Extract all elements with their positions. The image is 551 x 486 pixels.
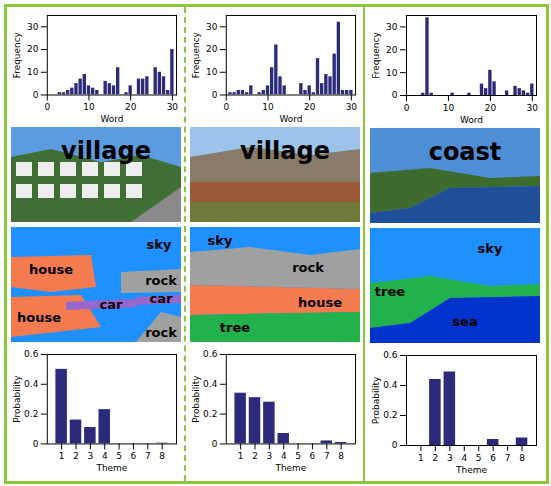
svg-text:0: 0 (212, 90, 218, 100)
svg-text:1: 1 (418, 453, 424, 463)
svg-text:Probability: Probability (12, 375, 22, 423)
svg-text:20: 20 (27, 44, 39, 54)
svg-text:10: 10 (442, 103, 454, 113)
svg-text:Theme: Theme (95, 463, 127, 473)
svg-text:Frequency: Frequency (12, 31, 22, 78)
svg-text:10: 10 (206, 67, 218, 77)
svg-text:8: 8 (338, 452, 344, 462)
svg-text:0: 0 (223, 102, 229, 112)
svg-text:0: 0 (33, 90, 39, 100)
svg-text:Word: Word (279, 114, 302, 124)
svg-text:0.2: 0.2 (203, 409, 217, 419)
svg-text:30: 30 (27, 22, 39, 32)
svg-text:0: 0 (44, 102, 50, 112)
svg-text:0: 0 (391, 90, 397, 100)
svg-text:0: 0 (391, 440, 397, 450)
svg-text:10: 10 (83, 102, 95, 112)
svg-text:Word: Word (459, 115, 482, 125)
svg-text:car: car (99, 297, 122, 312)
svg-text:house: house (17, 310, 61, 325)
svg-text:sky: sky (146, 237, 171, 252)
svg-text:tree: tree (374, 284, 404, 299)
svg-text:Theme: Theme (454, 465, 487, 475)
svg-text:6: 6 (490, 453, 496, 463)
svg-text:7: 7 (145, 452, 151, 462)
svg-text:5: 5 (295, 452, 301, 462)
svg-text:village: village (61, 137, 151, 165)
svg-text:3: 3 (446, 453, 452, 463)
svg-text:rock: rock (145, 325, 177, 340)
svg-text:30: 30 (386, 22, 398, 32)
svg-text:2: 2 (252, 452, 258, 462)
svg-text:7: 7 (324, 452, 330, 462)
svg-text:8: 8 (159, 452, 165, 462)
svg-text:4: 4 (281, 452, 287, 462)
svg-text:house: house (298, 295, 342, 310)
svg-text:Word: Word (100, 114, 123, 124)
svg-text:3: 3 (267, 452, 273, 462)
svg-text:0.4: 0.4 (203, 379, 218, 389)
svg-text:10: 10 (386, 68, 398, 78)
svg-text:5: 5 (475, 453, 481, 463)
svg-text:rock: rock (292, 260, 324, 275)
svg-text:0: 0 (403, 103, 409, 113)
svg-text:20: 20 (206, 44, 218, 54)
svg-text:Theme: Theme (274, 463, 306, 473)
svg-text:30: 30 (526, 103, 538, 113)
svg-text:0: 0 (212, 439, 218, 449)
svg-text:6: 6 (310, 452, 316, 462)
svg-text:2: 2 (73, 452, 79, 462)
svg-text:Frequency: Frequency (191, 31, 201, 78)
svg-text:7: 7 (504, 453, 510, 463)
svg-text:5: 5 (116, 452, 122, 462)
svg-text:Frequency: Frequency (370, 32, 380, 79)
svg-text:30: 30 (206, 22, 218, 32)
svg-text:4: 4 (102, 452, 108, 462)
svg-text:2: 2 (432, 453, 438, 463)
svg-text:car: car (149, 291, 172, 306)
svg-text:0.4: 0.4 (24, 379, 39, 389)
svg-text:coast: coast (428, 138, 501, 166)
svg-text:sea: sea (452, 314, 477, 329)
svg-text:1: 1 (238, 452, 244, 462)
svg-text:1: 1 (59, 452, 65, 462)
svg-text:20: 20 (386, 45, 398, 55)
svg-text:0.6: 0.6 (203, 350, 218, 360)
svg-text:sky: sky (207, 233, 232, 248)
svg-text:Probability: Probability (370, 376, 380, 424)
svg-text:0.6: 0.6 (383, 350, 398, 360)
svg-text:tree: tree (219, 320, 249, 335)
svg-text:sky: sky (477, 241, 502, 256)
svg-text:30: 30 (346, 102, 358, 112)
svg-text:20: 20 (304, 102, 316, 112)
svg-text:0.2: 0.2 (383, 410, 397, 420)
svg-text:4: 4 (461, 453, 467, 463)
svg-text:3: 3 (88, 452, 94, 462)
svg-text:10: 10 (262, 102, 274, 112)
svg-text:0.2: 0.2 (24, 409, 38, 419)
svg-text:10: 10 (27, 67, 39, 77)
svg-text:village: village (240, 137, 330, 165)
svg-text:20: 20 (125, 102, 137, 112)
svg-text:0: 0 (33, 439, 39, 449)
svg-text:6: 6 (131, 452, 137, 462)
svg-text:rock: rock (145, 273, 177, 288)
svg-text:8: 8 (519, 453, 525, 463)
svg-text:20: 20 (484, 103, 496, 113)
svg-text:0.4: 0.4 (383, 380, 398, 390)
svg-text:0.6: 0.6 (24, 350, 39, 360)
svg-text:30: 30 (167, 102, 179, 112)
svg-text:Probability: Probability (191, 375, 201, 423)
svg-text:house: house (29, 262, 73, 277)
